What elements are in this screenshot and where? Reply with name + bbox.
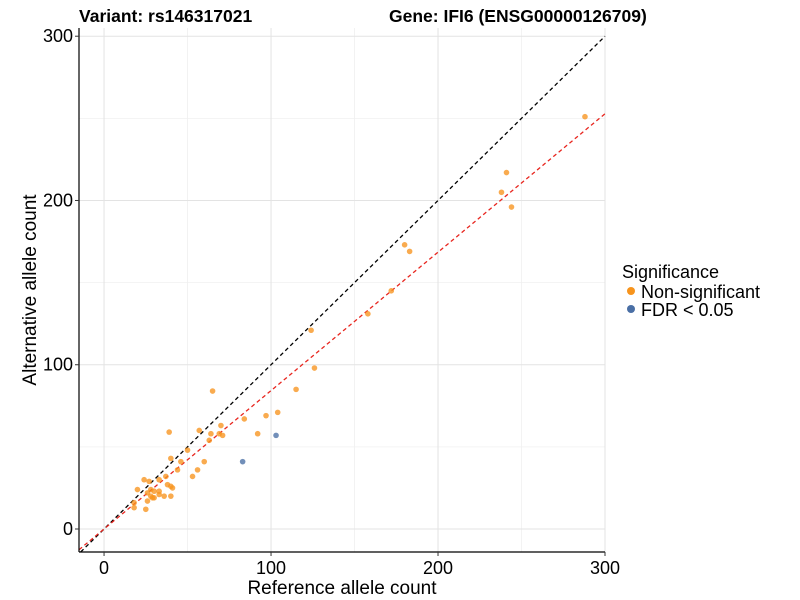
data-point	[169, 485, 176, 491]
data-point	[219, 432, 226, 439]
legend-title: Significance	[622, 262, 719, 282]
legend-label-non-significant: Non-significant	[641, 282, 760, 302]
data-point	[141, 476, 147, 483]
grid	[79, 28, 606, 552]
data-point	[144, 498, 151, 504]
data-point	[206, 437, 213, 444]
y-tick-label: 200	[43, 190, 73, 210]
data-point	[263, 412, 269, 419]
title-variant: Variant: rs146317021	[79, 6, 252, 26]
data-point	[406, 248, 413, 255]
tick-labels: 0 100 200 300 0 100 200 300	[43, 26, 620, 578]
data-point	[163, 473, 169, 480]
data-point	[293, 386, 299, 393]
data-point	[209, 388, 216, 394]
data-point	[149, 494, 156, 501]
data-point	[311, 365, 318, 371]
data-point	[308, 327, 314, 334]
x-axis-title: Reference allele count	[247, 578, 437, 599]
data-point	[194, 467, 201, 473]
data-point	[196, 427, 203, 434]
data-point	[178, 458, 184, 465]
legend-dot-fdr	[627, 305, 635, 313]
data-point	[142, 506, 149, 513]
x-tick-label: 0	[99, 558, 109, 578]
data-point	[166, 429, 172, 435]
data-point	[241, 416, 248, 422]
data-point	[201, 458, 208, 465]
data-point	[273, 432, 279, 439]
data-point	[131, 504, 137, 511]
data-point	[151, 488, 157, 495]
y-tick-label: 300	[43, 26, 73, 46]
data-point	[146, 478, 152, 485]
data-point	[156, 491, 162, 498]
data-point	[131, 499, 137, 506]
data-point	[401, 242, 408, 248]
data-point	[498, 189, 505, 196]
data-point	[156, 476, 162, 483]
data-point	[254, 430, 261, 437]
data-point	[134, 486, 141, 493]
data-point	[208, 430, 214, 437]
data-point	[274, 409, 281, 416]
legend-label-fdr: FDR < 0.05	[641, 300, 734, 320]
data-point	[508, 204, 515, 210]
data-point	[582, 113, 588, 120]
data-point	[161, 493, 167, 499]
data-point	[168, 455, 174, 462]
data-point	[388, 288, 395, 294]
data-points	[131, 113, 588, 513]
x-tick-label: 200	[423, 558, 453, 578]
data-point	[189, 473, 196, 480]
data-point	[218, 422, 224, 429]
data-point	[239, 458, 246, 465]
y-tick-label: 0	[63, 519, 73, 539]
data-point	[184, 447, 191, 453]
legend-dot-non-significant	[627, 287, 635, 295]
x-tick-label: 300	[590, 558, 620, 578]
y-tick-label: 100	[43, 355, 73, 375]
x-tick-label: 100	[256, 558, 286, 578]
data-point	[168, 493, 174, 499]
reference-line-identity	[80, 35, 606, 553]
data-point	[174, 467, 181, 473]
title-gene: Gene: IFI6 (ENSG00000126709)	[389, 6, 647, 26]
legend: Significance Non-significant FDR < 0.05	[622, 262, 760, 320]
y-axis-title: Alternative allele count	[20, 194, 41, 386]
axes	[78, 28, 605, 553]
data-point	[365, 311, 371, 317]
data-point	[503, 169, 510, 176]
